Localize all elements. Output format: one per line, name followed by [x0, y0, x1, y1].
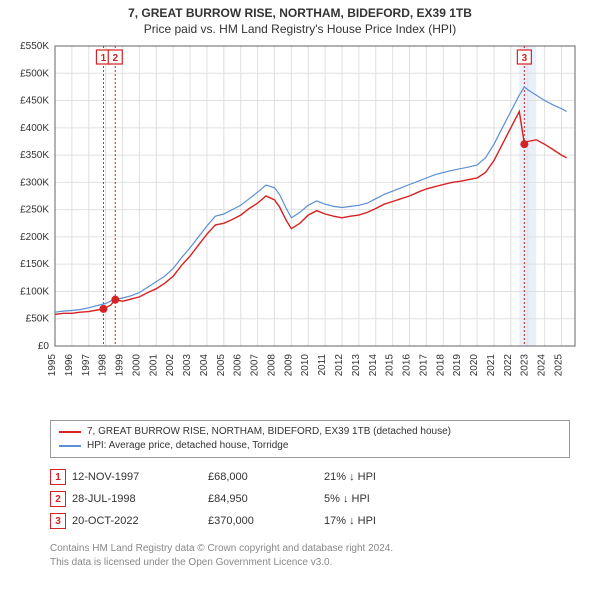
- chart-titles: 7, GREAT BURROW RISE, NORTHAM, BIDEFORD,…: [0, 0, 600, 36]
- sale-row: 1 12-NOV-1997 £68,000 21% ↓ HPI: [50, 466, 570, 488]
- y-tick-label: £50K: [26, 314, 50, 325]
- sale-date: 20-OCT-2022: [72, 515, 202, 527]
- y-tick-label: £550K: [20, 41, 49, 52]
- x-tick-label: 2004: [199, 354, 210, 377]
- legend-label: 7, GREAT BURROW RISE, NORTHAM, BIDEFORD,…: [87, 425, 451, 439]
- x-tick-label: 2013: [351, 354, 362, 377]
- x-tick-label: 2025: [553, 354, 564, 377]
- y-tick-label: £500K: [20, 68, 49, 79]
- sale-marker-number: 3: [522, 53, 528, 64]
- sale-dot: [520, 140, 528, 148]
- sale-price: £370,000: [208, 515, 318, 527]
- sale-row: 3 20-OCT-2022 £370,000 17% ↓ HPI: [50, 510, 570, 532]
- x-tick-label: 2010: [300, 354, 311, 377]
- sale-marker-number: 2: [112, 53, 118, 64]
- chart-area: £0 £50K £100K £150K £200K £250K £300K £350K £400…: [0, 36, 600, 416]
- legend-row: 7, GREAT BURROW RISE, NORTHAM, BIDEFORD,…: [59, 425, 561, 439]
- sale-row: 2 28-JUL-1998 £84,950 5% ↓ HPI: [50, 488, 570, 510]
- title-subtitle: Price paid vs. HM Land Registry's House …: [0, 22, 600, 36]
- footer-line-2: This data is licensed under the Open Gov…: [50, 556, 570, 570]
- sale-price: £84,950: [208, 493, 318, 505]
- x-tick-label: 2006: [233, 354, 244, 377]
- x-tick-label: 2005: [216, 354, 227, 377]
- y-tick-label: £200K: [20, 232, 49, 243]
- sale-index-box: 2: [50, 491, 66, 507]
- x-tick-label: 2020: [469, 354, 480, 377]
- x-tick-label: 2024: [537, 354, 548, 377]
- legend-swatch: [59, 431, 81, 433]
- sale-hpi-diff: 17% ↓ HPI: [324, 515, 444, 527]
- sale-date: 12-NOV-1997: [72, 471, 202, 483]
- x-tick-label: 2002: [165, 354, 176, 377]
- y-tick-label: £300K: [20, 177, 49, 188]
- x-tick-label: 2001: [148, 354, 159, 377]
- y-tick-label: £0: [38, 341, 50, 352]
- legend-row: HPI: Average price, detached house, Torr…: [59, 439, 561, 453]
- x-tick-label: 2019: [452, 354, 463, 377]
- x-tick-label: 1998: [98, 354, 109, 377]
- sale-hpi-diff: 5% ↓ HPI: [324, 493, 444, 505]
- legend-label: HPI: Average price, detached house, Torr…: [87, 439, 288, 453]
- x-tick-label: 2023: [520, 354, 531, 377]
- sale-date: 28-JUL-1998: [72, 493, 202, 505]
- x-tick-label: 2008: [266, 354, 277, 377]
- sale-dot: [111, 296, 119, 304]
- y-tick-label: £150K: [20, 259, 49, 270]
- attribution-footer: Contains HM Land Registry data © Crown c…: [50, 542, 570, 569]
- legend-swatch: [59, 445, 81, 447]
- price-chart-svg: £0 £50K £100K £150K £200K £250K £300K £350K £400…: [0, 36, 600, 416]
- sale-price: £68,000: [208, 471, 318, 483]
- y-tick-label: £100K: [20, 286, 49, 297]
- y-tick-label: £350K: [20, 150, 49, 161]
- x-tick-label: 2022: [503, 354, 514, 377]
- x-tick-label: 1995: [47, 354, 58, 377]
- plot-border: [55, 46, 575, 346]
- sale-marker-number: 1: [101, 53, 107, 64]
- x-tick-label: 2012: [334, 354, 345, 377]
- sale-index-box: 1: [50, 469, 66, 485]
- x-tick-label: 2018: [435, 354, 446, 377]
- y-tick-label: £400K: [20, 123, 49, 134]
- footer-line-1: Contains HM Land Registry data © Crown c…: [50, 542, 570, 556]
- x-tick-label: 2015: [385, 354, 396, 377]
- legend-box: 7, GREAT BURROW RISE, NORTHAM, BIDEFORD,…: [50, 420, 570, 458]
- y-tick-label: £250K: [20, 205, 49, 216]
- sale-index-box: 3: [50, 513, 66, 529]
- y-tick-label: £450K: [20, 96, 49, 107]
- x-tick-label: 2016: [402, 354, 413, 377]
- x-tick-label: 1999: [115, 354, 126, 377]
- series-property: [55, 112, 567, 315]
- sales-table: 1 12-NOV-1997 £68,000 21% ↓ HPI 2 28-JUL-1998…: [50, 466, 570, 532]
- series-hpi: [55, 87, 567, 312]
- x-tick-label: 2003: [182, 354, 193, 377]
- x-tick-label: 2007: [250, 354, 261, 377]
- sale-dot: [99, 305, 107, 313]
- x-tick-label: 1997: [81, 354, 92, 377]
- x-tick-label: 2021: [486, 354, 497, 377]
- x-tick-label: 2014: [368, 354, 379, 377]
- title-address: 7, GREAT BURROW RISE, NORTHAM, BIDEFORD,…: [0, 6, 600, 20]
- x-tick-label: 2000: [131, 354, 142, 377]
- x-tick-label: 2011: [317, 354, 328, 376]
- x-tick-label: 2009: [283, 354, 294, 377]
- x-tick-label: 1996: [64, 354, 75, 377]
- sale-hpi-diff: 21% ↓ HPI: [324, 471, 444, 483]
- x-tick-label: 2017: [418, 354, 429, 377]
